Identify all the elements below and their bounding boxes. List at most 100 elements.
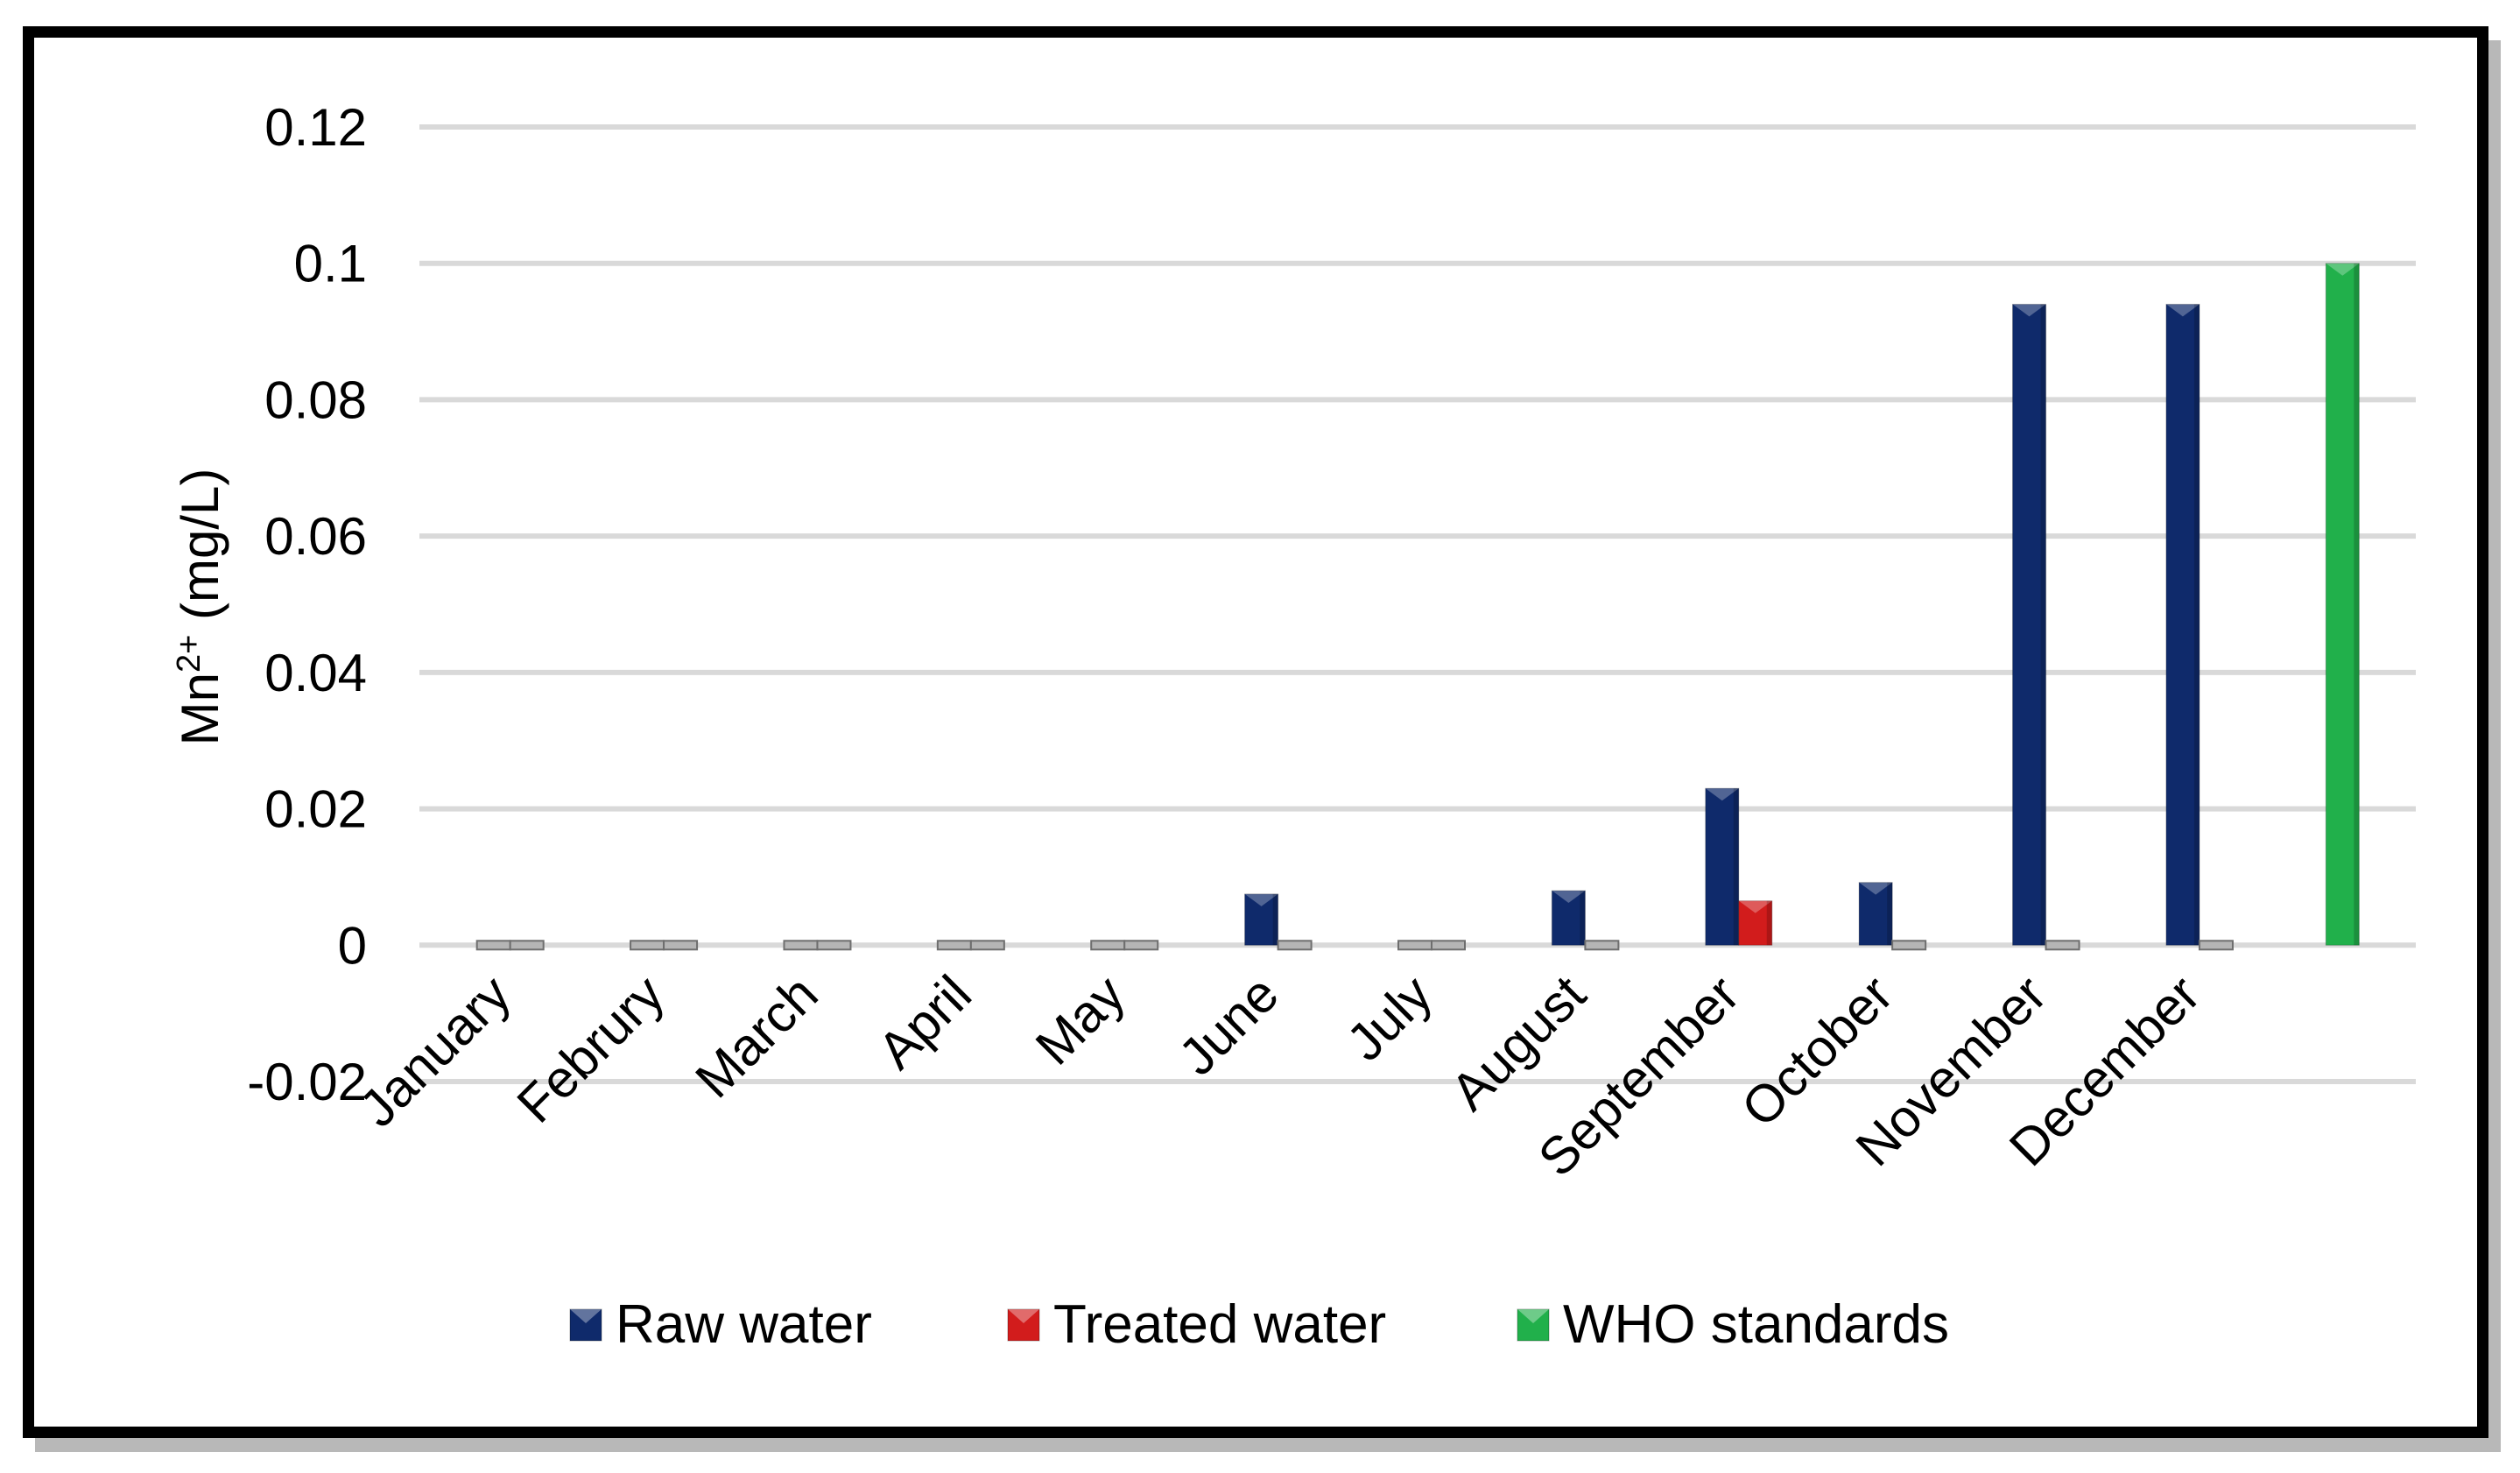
- bar-treated-water-zero-marker: [2198, 940, 2234, 951]
- bar-raw-water-shade: [2040, 304, 2046, 946]
- y-tick-label: 0.06: [264, 507, 367, 566]
- bar-raw-water-bevel: [2012, 304, 2046, 317]
- category-label: Februry: [506, 964, 676, 1134]
- bar-raw-water: [1551, 890, 1586, 946]
- bar-raw-water-shade: [1580, 891, 1586, 946]
- bar-treated-water-bevel: [1738, 900, 1772, 913]
- bar-raw-water: [1244, 893, 1279, 946]
- bar-raw-water: [783, 940, 819, 951]
- bar-raw-water-zero-marker: [936, 940, 972, 951]
- bar-raw-water: [936, 940, 972, 951]
- y-tick-label: 0.02: [264, 780, 367, 839]
- bar-treated-water-zero-marker: [969, 940, 1005, 951]
- bar-raw-water-zero-marker: [783, 940, 819, 951]
- legend-swatch: [1007, 1308, 1040, 1342]
- y-axis-title: Mn2+ (mg/L): [171, 469, 229, 746]
- category-label: June: [1167, 964, 1289, 1086]
- y-tick-label: 0.12: [264, 98, 367, 157]
- bar-treated-water-zero-marker: [1123, 940, 1159, 951]
- bar-treated-water-zero-marker: [2045, 940, 2080, 951]
- bar-raw-water-body: [1244, 893, 1279, 946]
- bar-treated-water: [1891, 940, 1927, 951]
- legend-item: WHO standards: [1517, 1294, 1949, 1355]
- bar-raw-water-zero-marker: [1397, 940, 1432, 951]
- y-tick-label: 0.08: [264, 370, 367, 429]
- bar-raw-water-shade: [1733, 788, 1739, 946]
- legend-item: Treated water: [1007, 1294, 1386, 1355]
- y-axis-title-base: Mn: [171, 673, 229, 745]
- bar-raw-water: [1705, 787, 1740, 946]
- bar-treated-water: [2045, 940, 2080, 951]
- bar-raw-water-shade: [2193, 304, 2200, 946]
- bar-treated-water: [816, 940, 852, 951]
- bar-who-standards: [2325, 263, 2360, 946]
- bar-raw-water-body: [1551, 890, 1586, 946]
- bar-raw-water: [1397, 940, 1432, 951]
- bar-treated-water: [663, 940, 699, 951]
- bar-treated-water: [1277, 940, 1313, 951]
- bar-treated-water-zero-marker: [509, 940, 545, 951]
- bar-raw-water-bevel: [1859, 882, 1893, 895]
- bar-treated-water-shade: [1766, 900, 1772, 946]
- legend-swatch: [1517, 1308, 1550, 1342]
- gridlines: [419, 124, 2416, 1084]
- bar-raw-water-bevel: [1552, 891, 1586, 903]
- bar-raw-water: [2012, 303, 2047, 946]
- bar-raw-water-zero-marker: [475, 940, 511, 951]
- bar-treated-water-zero-marker: [1431, 940, 1466, 951]
- bar-raw-water-body: [1858, 882, 1893, 946]
- y-axis-title-unit: (mg/L): [171, 469, 229, 635]
- y-tick-label: -0.02: [247, 1053, 367, 1111]
- legend-swatch: [569, 1308, 602, 1342]
- bar-raw-water: [475, 940, 511, 951]
- bar-raw-water: [1858, 882, 1893, 946]
- bar-treated-water: [1584, 940, 1620, 951]
- bar-raw-water-zero-marker: [630, 940, 665, 951]
- bar-raw-water-bevel: [1244, 893, 1278, 906]
- bar-treated-water-zero-marker: [1277, 940, 1313, 951]
- bar-who-standards-body: [2325, 263, 2360, 946]
- bar-treated-water: [1431, 940, 1466, 951]
- bar-raw-water-bevel: [2165, 304, 2200, 317]
- bar-who-standards-shade: [2354, 263, 2360, 946]
- category-label: August: [1439, 964, 1597, 1122]
- category-label: April: [867, 964, 982, 1080]
- legend: Raw water Treated water WHO standards: [569, 1294, 1949, 1355]
- y-axis-title-sup: 2+: [171, 635, 208, 673]
- bar-treated-water-zero-marker: [816, 940, 852, 951]
- chart-frame: -0.02 0 0.02 0.04 0.06 0.08 0.1 0.12 January Feb…: [23, 26, 2488, 1438]
- bar-raw-water-shade: [1272, 893, 1278, 946]
- bar-treated-water: [1123, 940, 1159, 951]
- y-tick-label: 0.1: [294, 235, 367, 293]
- bar-raw-water-zero-marker: [1090, 940, 1126, 951]
- bar-raw-water-body: [2012, 303, 2047, 946]
- legend-swatch-bevel: [1517, 1309, 1549, 1323]
- legend-swatch-bevel: [570, 1309, 602, 1323]
- y-tick-label: 0.04: [264, 644, 367, 702]
- legend-label: WHO standards: [1563, 1294, 1949, 1355]
- legend-label: Treated water: [1053, 1294, 1386, 1355]
- bar-raw-water: [2165, 303, 2200, 946]
- category-label: July: [1335, 964, 1443, 1072]
- bar-raw-water-body: [1705, 787, 1740, 946]
- legend-swatch-bevel: [1008, 1309, 1039, 1323]
- bar-raw-water-body: [2165, 303, 2200, 946]
- bar-raw-water: [630, 940, 665, 951]
- y-tick-label: 0: [338, 916, 367, 975]
- chart-svg: -0.02 0 0.02 0.04 0.06 0.08 0.1 0.12 JanuaryFeb…: [171, 98, 2416, 1355]
- bar-raw-water-shade: [1887, 882, 1893, 946]
- bar-raw-water: [1090, 940, 1126, 951]
- bar-treated-water: [1738, 900, 1773, 946]
- bar-treated-water: [2198, 940, 2234, 951]
- bar-treated-water-zero-marker: [1891, 940, 1927, 951]
- y-tick-labels: -0.02 0 0.02 0.04 0.06 0.08 0.1 0.12: [247, 98, 367, 1111]
- bar-treated-water-zero-marker: [1584, 940, 1620, 951]
- category-label: May: [1024, 964, 1137, 1076]
- category-label: January: [348, 964, 522, 1138]
- bar-treated-water-zero-marker: [663, 940, 699, 951]
- category-label: March: [684, 964, 828, 1109]
- bar-treated-water-body: [1738, 900, 1773, 946]
- bar-treated-water: [509, 940, 545, 951]
- bars: [475, 263, 2360, 951]
